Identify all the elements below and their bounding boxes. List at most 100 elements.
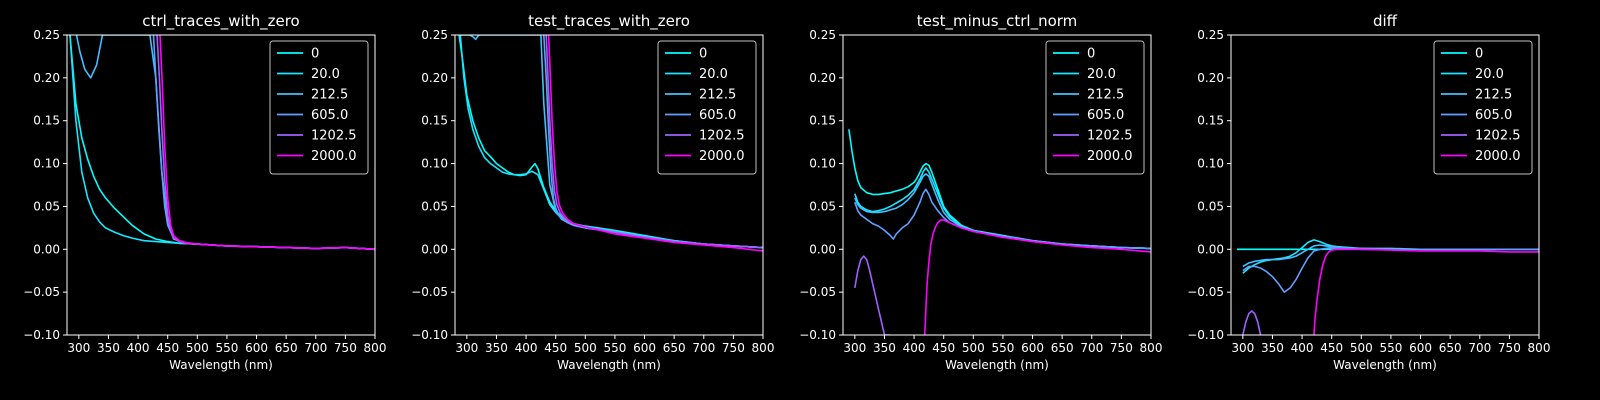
x-tick-label: 650: [275, 341, 298, 355]
y-tick-label: 0.15: [809, 114, 836, 128]
x-axis-label: Wavelength (nm): [557, 358, 661, 372]
y-tick-label: 0.25: [33, 28, 60, 42]
x-tick-label: 400: [903, 341, 926, 355]
x-tick-label: 350: [873, 341, 896, 355]
series-line-20.0: [459, 35, 763, 249]
x-tick-label: 350: [97, 341, 120, 355]
legend-label: 20.0: [699, 67, 728, 82]
x-tick-label: 350: [1261, 341, 1284, 355]
x-tick-label: 450: [932, 341, 955, 355]
y-tick-label: −0.10: [411, 328, 448, 342]
x-tick-label: 800: [1140, 341, 1163, 355]
y-tick-label: 0.00: [809, 242, 836, 256]
legend-label: 20.0: [1475, 67, 1504, 82]
y-tick-label: 0.25: [809, 28, 836, 42]
y-tick-label: 0.25: [421, 28, 448, 42]
y-tick-label: 0.20: [1197, 71, 1224, 85]
legend-label: 605.0: [311, 108, 348, 123]
x-tick-label: 550: [1379, 341, 1402, 355]
x-tick-label: 600: [1409, 341, 1432, 355]
chart-panel-3: test_minus_ctrl_norm 300 350 400 450 500 550 60…: [799, 12, 1162, 372]
legend-label: 605.0: [1087, 108, 1124, 123]
x-tick-label: 700: [1080, 341, 1103, 355]
legend-label: 212.5: [699, 88, 736, 103]
y-tick-label: 0.15: [33, 114, 60, 128]
x-tick-label: 800: [364, 341, 387, 355]
series-line-1202.5: [854, 255, 891, 335]
x-tick-label: 550: [603, 341, 626, 355]
x-tick-label: 450: [1320, 341, 1343, 355]
chart-title: test_minus_ctrl_norm: [917, 12, 1078, 31]
legend: 0 20.0 212.5 605.0 1202.5 2000.0: [657, 40, 757, 175]
chart-title: test_traces_with_zero: [528, 12, 690, 31]
axes-frame: [842, 34, 1152, 336]
legend: 0 20.0 212.5 605.0 1202.5 2000.0: [1045, 40, 1145, 175]
legend-label: 212.5: [311, 88, 348, 103]
x-axis-label: Wavelength (nm): [169, 358, 273, 372]
y-tick-label: 0.25: [1197, 28, 1224, 42]
x-tick-label: 750: [1498, 341, 1521, 355]
x-tick-label: 450: [544, 341, 567, 355]
series-group: [69, 35, 375, 251]
chart-title: ctrl_traces_with_zero: [142, 12, 299, 31]
x-tick-label: 500: [186, 341, 209, 355]
legend-label: 1202.5: [699, 129, 745, 144]
x-axis-label: Wavelength (nm): [1333, 358, 1437, 372]
x-tick-label: 800: [752, 341, 775, 355]
legend-label: 212.5: [1475, 88, 1512, 103]
x-tick-label: 700: [692, 341, 715, 355]
y-tick-label: −0.05: [23, 285, 60, 299]
x-tick-label: 650: [663, 341, 686, 355]
series-group: [458, 35, 763, 252]
x-tick-label: 300: [1231, 341, 1254, 355]
legend-label: 0: [1475, 47, 1483, 62]
y-tick-label: 0.05: [33, 199, 60, 213]
y-tick-label: 0.10: [1197, 157, 1224, 171]
axes-frame: [66, 34, 376, 336]
y-tick-label: 0.20: [33, 71, 60, 85]
legend-label: 2000.0: [699, 149, 745, 164]
axes-frame: [1230, 34, 1540, 336]
legend-label: 605.0: [699, 108, 736, 123]
x-tick-label: 800: [1528, 341, 1551, 355]
y-tick-label: 0.05: [809, 199, 836, 213]
legend-label: 20.0: [1087, 67, 1116, 82]
x-axis-label: Wavelength (nm): [945, 358, 1049, 372]
y-tick-label: −0.05: [411, 285, 448, 299]
legend-label: 1202.5: [311, 129, 357, 144]
x-tick-label: 500: [962, 341, 985, 355]
x-tick-label: 600: [633, 341, 656, 355]
y-tick-label: 0.20: [421, 71, 448, 85]
chart-panel-1: ctrl_traces_with_zero 300 350 400 450 500 550 6…: [23, 12, 386, 372]
x-tick-label: 650: [1051, 341, 1074, 355]
legend-label: 0: [699, 47, 707, 62]
legend-label: 1202.5: [1087, 129, 1133, 144]
x-tick-label: 650: [1439, 341, 1462, 355]
y-tick-label: −0.10: [799, 328, 836, 342]
x-tick-label: 550: [215, 341, 238, 355]
x-tick-label: 400: [1291, 341, 1314, 355]
chart-panel-2: test_traces_with_zero 300 350 400 450 500 550 6…: [411, 12, 774, 372]
legend-label: 605.0: [1475, 108, 1512, 123]
legend: 0 20.0 212.5 605.0 1202.5 2000.0: [269, 40, 369, 175]
legend: 0 20.0 212.5 605.0 1202.5 2000.0: [1433, 40, 1533, 175]
legend-label: 1202.5: [1475, 129, 1521, 144]
series-group: [848, 129, 1151, 335]
y-tick-label: 0.15: [421, 114, 448, 128]
legend-label: 0: [311, 47, 319, 62]
legend-label: 2000.0: [311, 149, 357, 164]
series-line-1202.5: [1242, 310, 1262, 335]
y-tick-label: 0.10: [33, 157, 60, 171]
legend-label: 20.0: [311, 67, 340, 82]
chart-title: diff: [1373, 12, 1398, 30]
x-tick-label: 300: [843, 341, 866, 355]
legend-label: 2000.0: [1087, 149, 1133, 164]
y-tick-label: −0.10: [1187, 328, 1224, 342]
y-tick-label: 0.00: [33, 242, 60, 256]
x-tick-label: 700: [304, 341, 327, 355]
x-tick-label: 750: [722, 341, 745, 355]
axes-frame: [454, 34, 764, 336]
x-tick-label: 450: [156, 341, 179, 355]
